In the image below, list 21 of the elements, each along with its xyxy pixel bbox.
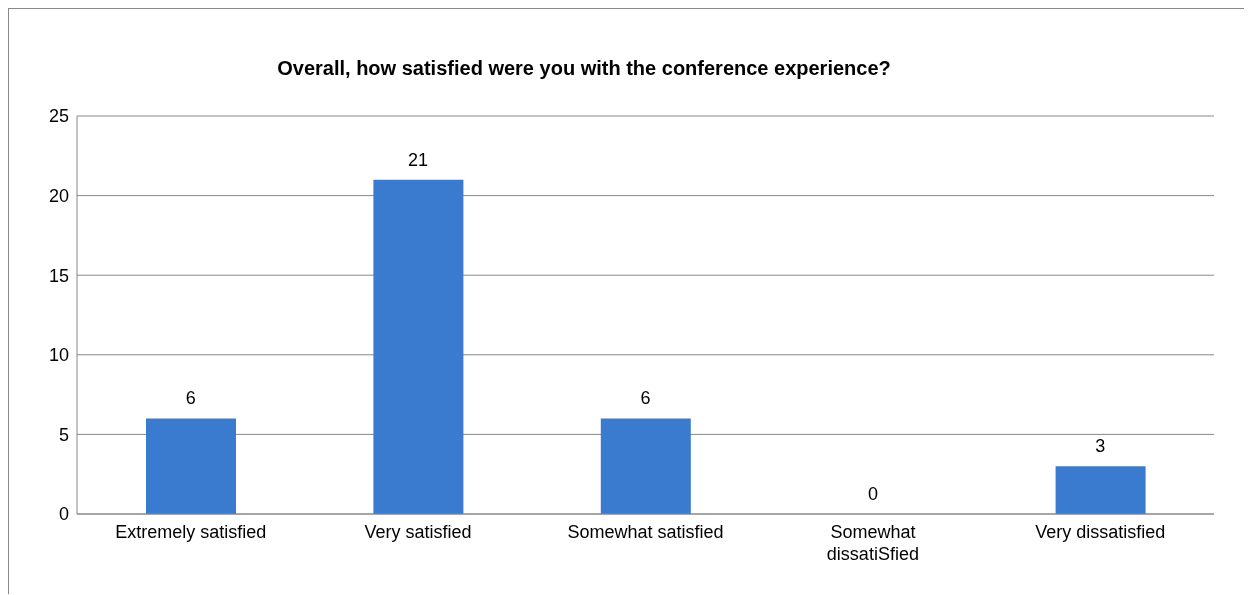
x-tick-label: Somewhat dissatiSfied [826, 522, 919, 564]
data-label: 0 [867, 484, 878, 504]
data-label: 21 [408, 149, 429, 170]
y-tick-label: 20 [48, 185, 69, 206]
bar [600, 418, 691, 514]
data-label: 6 [640, 388, 651, 409]
y-tick-label: 5 [58, 424, 69, 445]
x-tick-label: Somewhat satisfied [567, 522, 724, 542]
x-tick-label: Very dissatisfied [1035, 522, 1166, 542]
x-tick-label: Very satisfied [364, 522, 472, 542]
chart-title: Overall, how satisfied were you with the conference experience? [276, 57, 892, 80]
bar [1055, 466, 1146, 514]
bar [146, 418, 236, 514]
y-tick-label: 25 [48, 106, 69, 127]
bar [373, 179, 464, 514]
y-tick-label: 0 [58, 504, 69, 525]
data-label: 6 [185, 388, 196, 409]
x-tick-label: Extremely satisfied [115, 522, 267, 542]
y-tick-label: 15 [48, 265, 69, 286]
y-tick-label: 10 [48, 345, 69, 366]
data-label: 3 [1095, 436, 1106, 457]
